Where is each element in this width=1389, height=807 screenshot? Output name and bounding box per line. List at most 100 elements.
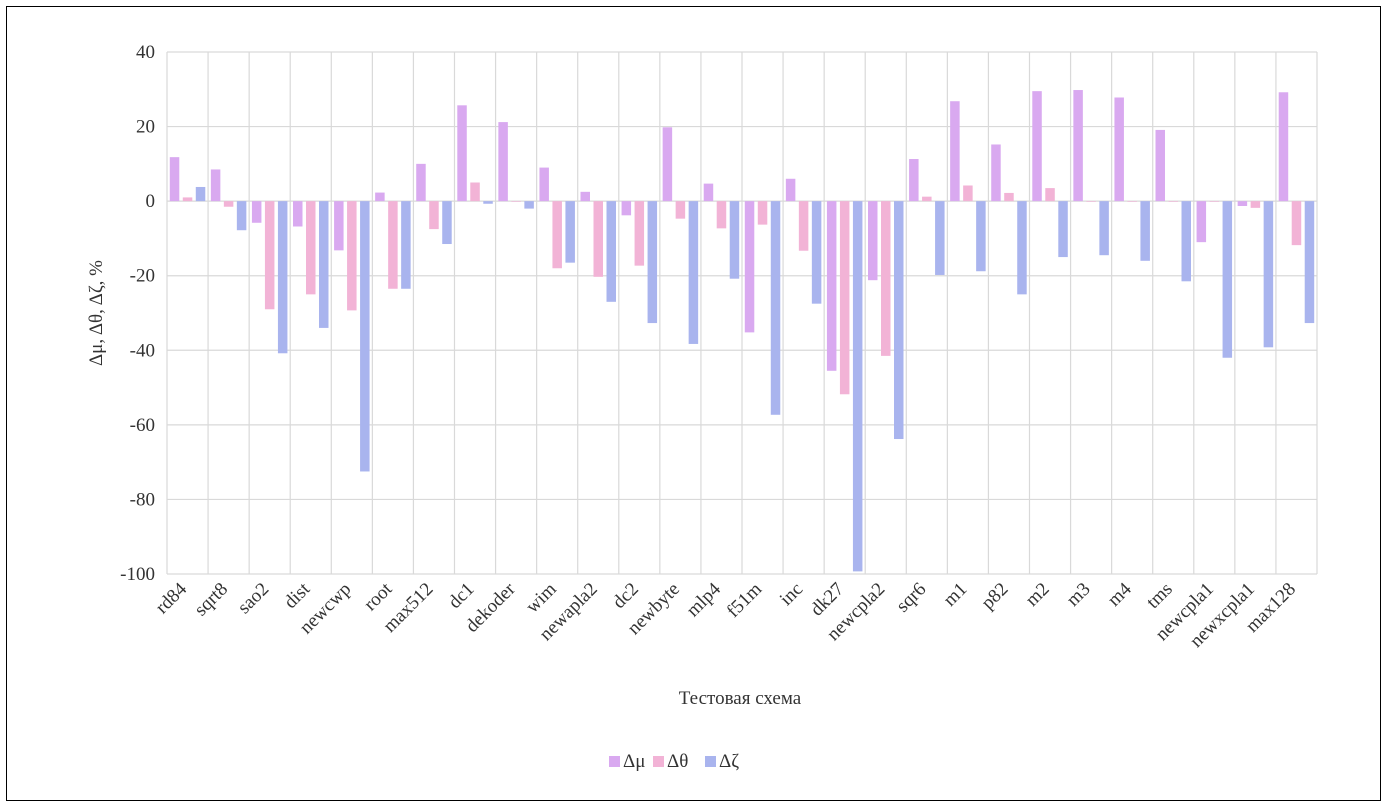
bar-dist-mu	[293, 201, 303, 227]
bar-rd84-zeta	[195, 186, 206, 202]
bar-mlp4-zeta	[729, 201, 740, 279]
chart-frame: 40 20 0 -20 -40 -60 -80 -100 rd84 sqrt8 sao2 dist n…	[6, 6, 1381, 801]
x-tick-label: sao2	[234, 579, 273, 618]
bar-rd84-theta	[182, 197, 193, 202]
y-tick-label: -20	[130, 266, 155, 287]
bar-newxcpla1-zeta	[1263, 201, 1274, 348]
x-tick-label: m4	[1104, 578, 1136, 610]
legend: Δμ Δθ Δζ	[609, 751, 739, 772]
bar-newbyte-theta	[675, 201, 686, 219]
bar-newcpla1-theta	[1209, 201, 1220, 202]
legend-label: Δμ	[623, 751, 645, 772]
bar-newcpla2-theta	[881, 201, 891, 356]
legend-swatch	[653, 756, 664, 767]
y-tick-label: -100	[120, 564, 155, 585]
y-tick-label: 20	[136, 117, 155, 138]
bar-sqr6-mu	[909, 159, 919, 202]
bar-newxcpla1-theta	[1250, 201, 1261, 208]
legend-label: Δζ	[719, 751, 739, 772]
bar-dekoder-mu	[498, 122, 508, 202]
bar-sqrt8-zeta	[236, 201, 247, 231]
bar-dc1-mu	[457, 105, 467, 202]
y-axis-title: Δμ, Δθ, Δζ, %	[86, 260, 107, 366]
bar-m2-mu	[1032, 91, 1042, 202]
bar-newcwp-zeta	[360, 201, 370, 472]
x-tick-label: sqr6	[892, 579, 930, 617]
bar-max512-zeta	[442, 201, 452, 245]
y-tick-labels: 40 20 0 -20 -40 -60 -80 -100	[120, 42, 155, 585]
x-tick-label: m3	[1063, 579, 1095, 611]
bar-dekoder-zeta	[524, 201, 534, 209]
bar-newcwp-mu	[334, 201, 344, 251]
y-tick-label: 0	[146, 191, 156, 212]
x-tick-label: m1	[939, 579, 971, 611]
bar-wim-zeta	[565, 201, 575, 263]
bar-max128-zeta	[1304, 201, 1315, 324]
bar-f51m-zeta	[770, 201, 781, 415]
bar-m3-theta	[1086, 201, 1096, 202]
bar-dekoder-theta	[511, 201, 521, 202]
x-tick-label: dc1	[444, 579, 478, 613]
bar-tms-theta	[1168, 201, 1178, 202]
bar-newbyte-mu	[662, 127, 673, 202]
bar-rd84-mu	[169, 157, 180, 202]
bar-inc-theta	[798, 201, 809, 251]
legend-swatch	[705, 756, 716, 767]
bar-m3-zeta	[1099, 201, 1109, 256]
bar-m4-zeta	[1140, 201, 1150, 261]
bar-dc2-zeta	[647, 201, 658, 324]
bar-f51m-mu	[744, 201, 755, 333]
bar-newcpla1-mu	[1196, 201, 1207, 243]
y-tick-label: 40	[136, 42, 155, 63]
bar-m2-theta	[1045, 188, 1055, 202]
bar-dk27-mu	[826, 201, 837, 371]
bar-root-mu	[375, 192, 385, 202]
x-tick-label: dist	[280, 578, 315, 613]
bar-newapla2-theta	[593, 201, 603, 277]
x-tick-label: m2	[1022, 579, 1054, 611]
bar-dc1-zeta	[483, 201, 493, 204]
gridlines	[166, 51, 1318, 575]
bar-newcpla1-zeta	[1222, 201, 1233, 358]
y-tick-label: -80	[130, 489, 155, 510]
bar-newapla2-zeta	[606, 201, 616, 302]
bar-tms-zeta	[1181, 201, 1191, 282]
legend-label: Δθ	[667, 751, 688, 772]
x-tick-label: rd84	[152, 578, 192, 618]
bar-max512-theta	[429, 201, 439, 230]
bar-newcpla2-mu	[868, 201, 878, 281]
x-tick-label: f51m	[723, 579, 766, 622]
bar-m1-zeta	[976, 201, 986, 272]
bar-dist-theta	[306, 201, 316, 295]
bar-m4-mu	[1114, 97, 1124, 202]
bar-max512-mu	[416, 163, 426, 202]
x-axis-title: Тестовая схема	[679, 688, 802, 709]
bar-max128-theta	[1291, 201, 1302, 246]
bar-inc-zeta	[811, 201, 822, 304]
x-tick-label: p82	[977, 579, 1012, 614]
bar-dc2-theta	[634, 201, 645, 266]
bar-mlp4-theta	[716, 201, 727, 229]
legend-swatch	[609, 756, 620, 767]
bar-tms-mu	[1155, 129, 1165, 202]
bar-newxcpla1-mu	[1237, 201, 1248, 206]
bar-m1-mu	[950, 101, 960, 202]
x-tick-label: dc2	[609, 579, 643, 613]
bar-mlp4-mu	[703, 183, 714, 202]
bar-root-theta	[388, 201, 398, 289]
y-tick-label: -60	[130, 415, 155, 436]
bar-newbyte-zeta	[688, 201, 699, 344]
bar-newcwp-theta	[347, 201, 357, 311]
bar-p82-mu	[991, 144, 1001, 202]
chart: 40 20 0 -20 -40 -60 -80 -100 rd84 sqrt8 sao2 distn…	[86, 42, 1318, 772]
x-tick-label: mlp4	[683, 578, 726, 621]
bar-root-zeta	[401, 201, 411, 289]
bar-dk27-zeta	[852, 201, 863, 572]
bar-wim-theta	[552, 201, 562, 269]
bars	[169, 90, 1315, 572]
bar-wim-mu	[539, 167, 549, 202]
bar-p82-theta	[1004, 192, 1014, 202]
bar-dk27-theta	[839, 201, 850, 395]
bar-sao2-theta	[264, 201, 275, 310]
